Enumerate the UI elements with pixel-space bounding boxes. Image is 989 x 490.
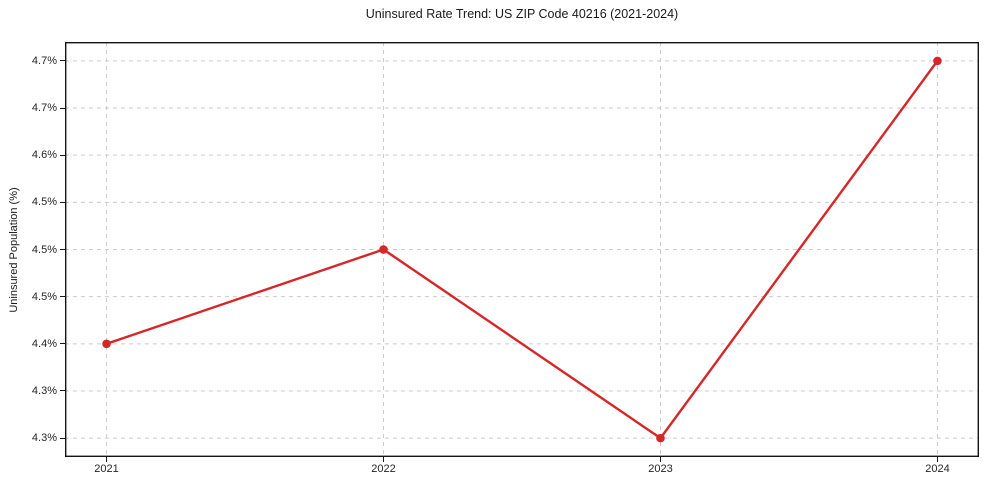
y-tick-mark — [60, 154, 65, 156]
y-tick-label: 4.7% — [31, 102, 57, 115]
axes-spines — [64, 41, 979, 458]
data-point-marker — [379, 245, 388, 254]
y-tick-label: 4.6% — [31, 149, 57, 162]
y-tick-label: 4.3% — [31, 384, 57, 397]
data-point-marker — [933, 56, 942, 66]
x-tick-label: 2021 — [94, 463, 119, 475]
y-tick-mark — [60, 437, 65, 439]
y-tick-mark — [60, 107, 65, 109]
x-tick-label: 2022 — [371, 463, 396, 475]
y-tick-label: 4.5% — [31, 243, 57, 256]
x-tick-label: 2024 — [925, 463, 950, 475]
y-tick-label: 4.5% — [31, 290, 57, 303]
y-tick-label: 4.3% — [31, 432, 57, 445]
y-tick-label: 4.5% — [31, 196, 57, 209]
y-tick-label: 4.4% — [31, 337, 57, 350]
y-tick-mark — [60, 249, 65, 250]
y-tick-mark — [60, 201, 65, 203]
y-tick-label: 4.7% — [31, 54, 57, 67]
plot-canvas — [64, 41, 979, 458]
chart-title: Uninsured Rate Trend: US ZIP Code 40216 … — [365, 7, 679, 21]
data-point-marker — [656, 433, 665, 443]
y-tick-mark — [60, 390, 65, 392]
x-tick-mark — [106, 457, 108, 462]
plot-area — [64, 41, 979, 458]
trend-line — [105, 59, 939, 440]
x-tick-label: 2023 — [648, 463, 673, 475]
x-tick-mark — [936, 457, 938, 462]
y-tick-mark — [60, 343, 65, 345]
x-tick-mark — [659, 457, 661, 462]
y-tick-mark — [60, 296, 65, 298]
data-point-marker — [102, 339, 111, 349]
x-tick-mark — [383, 457, 384, 462]
y-tick-mark — [60, 60, 65, 62]
